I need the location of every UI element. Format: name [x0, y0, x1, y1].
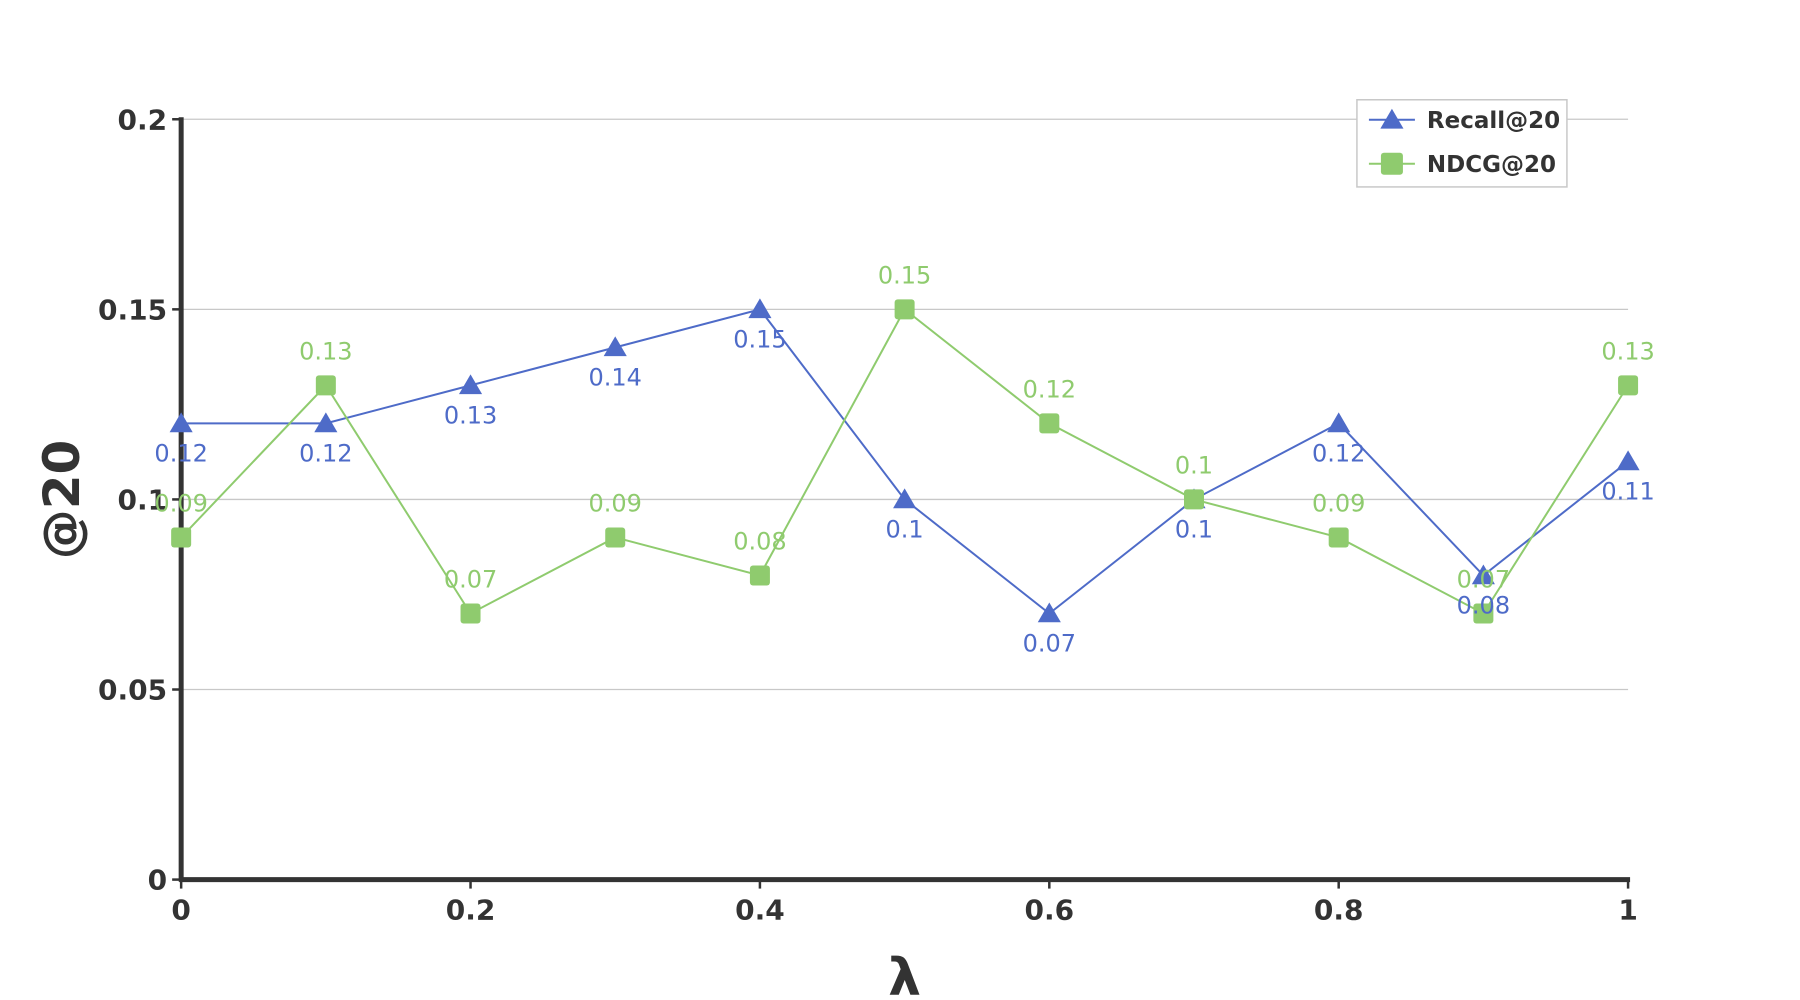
recall-data-point — [458, 374, 483, 395]
recall-data-point — [1616, 450, 1640, 471]
y-tick-label: 0.15 — [98, 293, 167, 326]
x-axis-title: λ — [888, 948, 921, 1000]
recall-data-label: 0.1 — [886, 515, 924, 543]
recall-data-point — [1471, 564, 1495, 585]
recall-data-label: 0.08 — [1457, 591, 1510, 619]
recall-data-point — [893, 488, 917, 509]
legend-marker-recall — [1380, 108, 1404, 129]
y-tick-label: 0.2 — [118, 103, 168, 136]
x-tick-label: 1 — [1618, 894, 1637, 927]
series-lines — [169, 298, 1640, 624]
ndcg-data-point — [171, 527, 192, 548]
recall-data-label: 0.13 — [444, 401, 497, 429]
ndcg-data-point — [1618, 375, 1639, 396]
ndcg-data-label: 0.09 — [1312, 489, 1365, 517]
ndcg-data-point — [460, 603, 481, 624]
recall-data-label: 0.14 — [589, 363, 642, 391]
ndcg-data-label: 0.09 — [154, 489, 207, 517]
y-tick-label: 0 — [148, 864, 167, 897]
y-tick-label: 0.05 — [98, 674, 167, 707]
recall-data-label: 0.11 — [1601, 477, 1654, 505]
y-tick-label: 0.1 — [118, 483, 168, 516]
x-tick-label: 0.4 — [735, 894, 785, 927]
ndcg-data-label: 0.1 — [1175, 451, 1213, 479]
legend-label-ndcg: NDCG@20 — [1427, 152, 1556, 178]
recall-series-line — [181, 308, 1629, 615]
ndcg-data-point — [315, 375, 336, 396]
ndcg-data-label: 0.07 — [444, 565, 497, 593]
recall-data-point — [314, 412, 338, 433]
ndcg-data-point — [749, 565, 770, 586]
legend-label-recall: Recall@20 — [1427, 108, 1560, 134]
ndcg-data-point — [1039, 413, 1060, 434]
ndcg-data-label: 0.12 — [1023, 375, 1076, 403]
recall-data-point — [603, 336, 627, 357]
ndcg-data-label: 0.08 — [733, 527, 786, 555]
x-tick-label: 0 — [171, 894, 190, 927]
recall-data-label: 0.12 — [299, 439, 352, 467]
recall-data-label: 0.12 — [1312, 439, 1365, 467]
ndcg-data-label: 0.15 — [878, 261, 931, 289]
data-labels: 0.12 0.120.130.140.150.10.070.10.120.080.… — [154, 261, 1654, 657]
axes: 0 0.05 0.1 0.15 0.2 0 0.2 0.4 0.6 0.8 1 — [98, 103, 1638, 926]
recall-data-label: 0.1 — [1175, 515, 1213, 543]
recall-data-point — [1037, 602, 1061, 623]
ndcg-data-point — [1328, 527, 1349, 548]
legend: Recall@20 NDCG@20 — [1356, 99, 1568, 188]
x-tick-label: 0.8 — [1314, 894, 1364, 927]
recall-data-label: 0.12 — [154, 439, 207, 467]
y-axis-title: @20 — [33, 440, 91, 560]
ndcg-data-point — [1184, 489, 1204, 510]
ndcg-data-point — [1473, 603, 1494, 624]
ndcg-data-label: 0.07 — [1457, 565, 1510, 593]
ndcg-data-label: 0.13 — [1601, 337, 1654, 365]
legend-marker-ndcg — [1380, 152, 1403, 175]
ndcg-data-label: 0.13 — [299, 337, 352, 365]
recall-data-label: 0.15 — [733, 325, 786, 353]
ndcg-series-line — [180, 307, 1629, 615]
ndcg-data-label: 0.09 — [589, 489, 642, 517]
ndcg-data-point — [605, 527, 626, 548]
x-tick-label: 0.2 — [446, 894, 496, 927]
x-tick-label: 0.6 — [1025, 894, 1075, 927]
recall-data-point — [748, 298, 772, 319]
recall-data-label: 0.07 — [1023, 629, 1076, 657]
ndcg-data-point — [894, 299, 915, 320]
recall-data-point — [1327, 412, 1351, 433]
recall-data-point — [169, 412, 193, 433]
